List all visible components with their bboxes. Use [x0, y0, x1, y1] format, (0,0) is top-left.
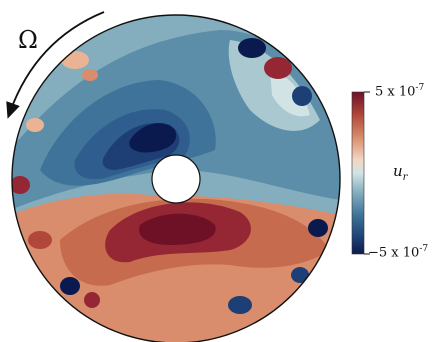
inner-hole	[151, 154, 201, 204]
colorbar-variable-label: ur	[393, 162, 408, 183]
disk-edge	[11, 14, 341, 342]
colorbar-min-label: −5 x 10-7	[368, 244, 429, 261]
colorbar-max-label: 5 x 10-7	[375, 83, 425, 100]
rotation-arrow	[6, 11, 105, 119]
colorbar	[351, 91, 365, 255]
rotation-label: Ω	[18, 26, 38, 54]
